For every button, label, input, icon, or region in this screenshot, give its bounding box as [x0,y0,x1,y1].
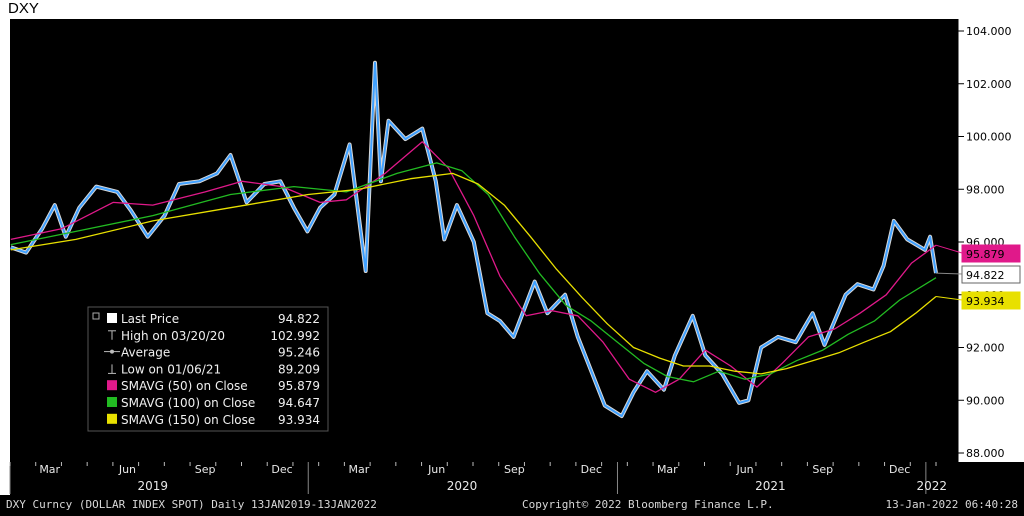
x-tick-label: Sep [504,463,525,476]
axis-strip [958,19,1024,462]
page-title: DXY [8,0,39,17]
y-tick-label: 92.000 [966,342,1005,355]
series-line-smavg-150-on-close [10,172,937,375]
legend-label: Average [121,346,170,360]
legend-label: SMAVG (150) on Close [121,413,255,427]
legend: Last Price 94.822 High on 03/20/20 102.992 A… [87,306,329,432]
x-tick-label: Sep [195,463,216,476]
legend-swatch [107,380,117,391]
footer-security: DXY Curncy (DOLLAR INDEX SPOT) Daily 13J… [6,498,377,511]
price-label-connector [935,295,963,301]
price-label: 93.934 [966,295,1005,308]
x-tick-label: Mar [657,463,678,476]
xaxis-strip [10,462,1024,495]
y-tick-label: 88.000 [966,447,1005,460]
x-tick-label: Jun [735,463,753,476]
legend-label: SMAVG (50) on Close [121,379,248,393]
price-labels: 95.879 94.822 93.934 [935,244,1021,310]
legend-label: SMAVG (100) on Close [121,396,255,410]
x-tick-label: Mar [39,463,60,476]
legend-label: High on 03/20/20 [121,329,225,343]
legend-value: 94.647 [278,396,320,410]
x-tick-label: Sep [812,463,833,476]
y-tick-label: 90.000 [966,394,1005,407]
x-tick-label: Jun [118,463,136,476]
price-label: 94.822 [966,269,1005,282]
legend-label: Low on 01/06/21 [121,362,221,376]
footer-bar: DXY Curncy (DOLLAR INDEX SPOT) Daily 13J… [0,495,1024,516]
legend-value: 95.246 [278,346,320,360]
x-tick-label: Jun [427,463,445,476]
series-line-smavg-100-on-close [10,162,937,383]
footer-copyright: Copyright© 2022 Bloomberg Finance L.P. [522,498,774,511]
legend-average-dot [110,349,114,354]
y-tick-label: 102.000 [966,78,1012,91]
legend-value: 102.992 [270,329,320,343]
series-line-smavg-50-on-close [10,141,937,393]
x-year-label: 2020 [447,479,478,493]
legend-swatch [107,413,117,424]
legend-label: Last Price [121,312,179,326]
y-axis: 104.000102.000100.00098.00096.00094.0009… [958,25,1012,460]
price-label-connector [935,244,963,254]
price-label-box [961,265,1021,284]
price-label-box [961,244,1021,263]
x-tick-label: Dec [271,463,292,476]
series-line-last-price [10,61,937,418]
legend-value: 89.209 [278,362,320,376]
legend-swatch [107,397,117,407]
legend-box [87,306,329,432]
price-label-connector [935,272,963,275]
chart: 104.000102.000100.00098.00096.00094.0009… [9,19,1024,495]
x-tick-label: Dec [889,463,910,476]
x-year-label: 2021 [755,479,786,493]
y-tick-label: 98.000 [966,183,1005,196]
price-label: 95.879 [966,248,1005,261]
legend-collapse-icon [92,312,100,320]
series-group [10,60,938,419]
price-label-box [961,291,1021,310]
x-tick-label: Mar [349,463,370,476]
x-axis: Mar Jun Sep Dec Mar Jun Sep Dec Mar Jun Sep Dec 2019… [9,462,948,494]
legend-value: 95.879 [278,379,320,393]
legend-value: 93.934 [278,413,320,427]
y-tick-label: 100.000 [966,131,1012,144]
y-tick-label: 104.000 [966,25,1012,38]
x-year-label: 2019 [138,479,169,493]
x-tick-label: Dec [581,463,602,476]
x-year-label: 2022 [917,479,948,493]
legend-swatch [107,313,117,323]
footer-timestamp: 13-Jan-2022 06:40:28 [885,498,1018,511]
legend-value: 94.822 [278,312,320,326]
